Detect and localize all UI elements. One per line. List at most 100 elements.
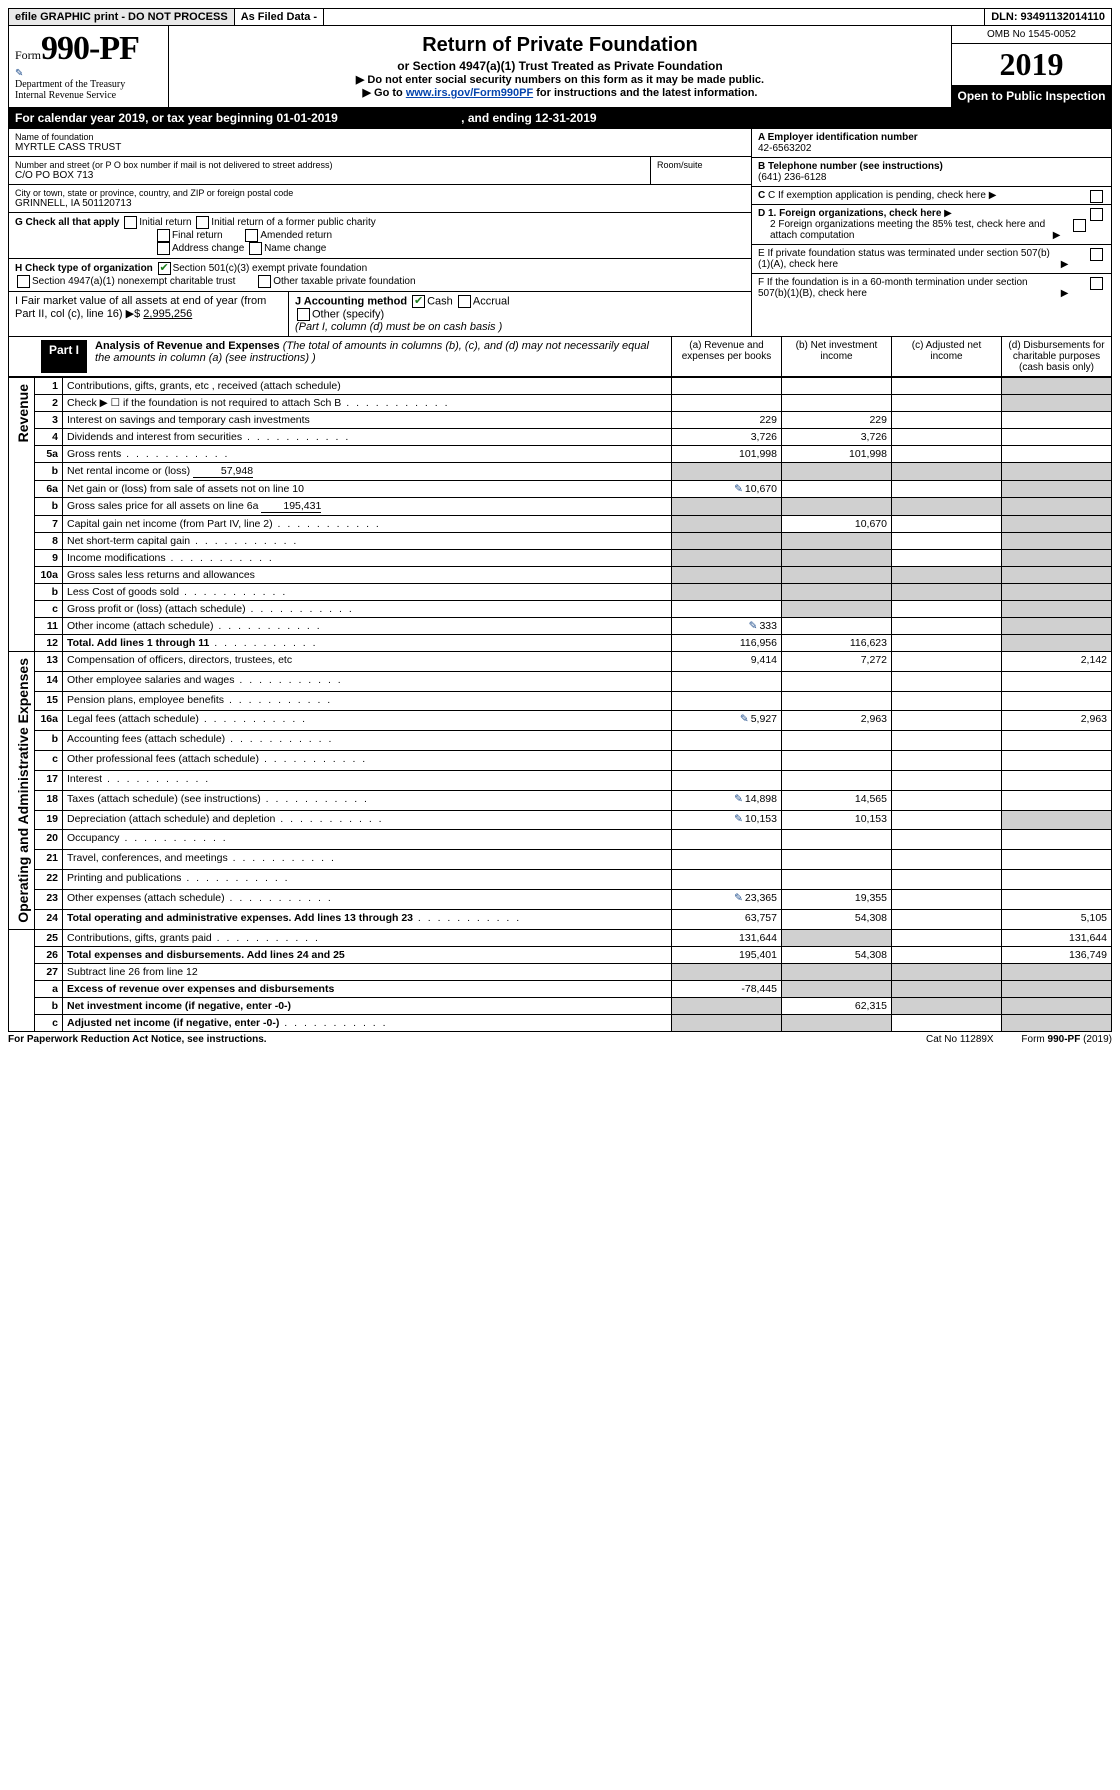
calendar-year-bar: For calendar year 2019, or tax year begi…	[8, 108, 1112, 129]
part1-header: Part I Analysis of Revenue and Expenses …	[8, 337, 1112, 377]
calyear-begin: For calendar year 2019, or tax year begi…	[15, 111, 338, 125]
footer-left: For Paperwork Reduction Act Notice, see …	[8, 1034, 267, 1045]
amount-cell	[892, 533, 1002, 550]
amount-cell	[1002, 889, 1112, 909]
row-desc: Net investment income (if negative, ente…	[63, 997, 672, 1014]
amount-cell	[672, 601, 782, 618]
amount-cell	[892, 830, 1002, 850]
table-row: aExcess of revenue over expenses and dis…	[9, 980, 1112, 997]
amount-cell	[672, 1014, 782, 1031]
amount-cell: -78,445	[672, 980, 782, 997]
row-desc: Income modifications	[63, 550, 672, 567]
dept-label: Department of the Treasury	[15, 79, 162, 90]
top-bar: efile GRAPHIC print - DO NOT PROCESS As …	[8, 8, 1112, 26]
table-row: 21Travel, conferences, and meetings	[9, 850, 1112, 870]
chk-address[interactable]	[157, 242, 170, 255]
amount-cell: 19,355	[782, 889, 892, 909]
chk-amended[interactable]	[245, 229, 258, 242]
amount-cell	[892, 889, 1002, 909]
table-row: 11Other income (attach schedule)333	[9, 618, 1112, 635]
amount-cell: 2,963	[782, 711, 892, 731]
chk-e[interactable]	[1090, 248, 1103, 261]
chk-cash[interactable]	[412, 295, 425, 308]
name-label: Name of foundation	[15, 132, 745, 142]
table-row: 5aGross rents101,998101,998	[9, 446, 1112, 463]
row-desc: Net gain or (loss) from sale of assets n…	[63, 481, 672, 498]
amount-cell	[782, 584, 892, 601]
row-number: 1	[35, 378, 63, 395]
row-number: c	[35, 601, 63, 618]
table-row: 8Net short-term capital gain	[9, 533, 1112, 550]
form-subtitle: or Section 4947(a)(1) Trust Treated as P…	[175, 59, 945, 73]
row-desc: Compensation of officers, directors, tru…	[63, 652, 672, 672]
irs-link[interactable]: www.irs.gov/Form990PF	[406, 87, 533, 99]
table-row: 22Printing and publications	[9, 870, 1112, 890]
amount-cell	[892, 810, 1002, 830]
chk-501c3[interactable]	[158, 262, 171, 275]
a-label: A Employer identification number	[758, 132, 918, 143]
chk-c[interactable]	[1090, 190, 1103, 203]
table-row: 12Total. Add lines 1 through 11116,95611…	[9, 635, 1112, 652]
amount-cell	[1002, 980, 1112, 997]
amount-cell	[782, 830, 892, 850]
part1-title: Analysis of Revenue and Expenses	[95, 340, 280, 352]
chk-other-method[interactable]	[297, 308, 310, 321]
row-desc: Total expenses and disbursements. Add li…	[63, 946, 672, 963]
amount-cell	[892, 378, 1002, 395]
note2: ▶ Go to	[363, 87, 406, 99]
amount-cell	[782, 618, 892, 635]
row-desc: Other income (attach schedule)	[63, 618, 672, 635]
amount-cell: 10,670	[782, 516, 892, 533]
amount-cell: 5,927	[672, 711, 782, 731]
amount-cell: 62,315	[782, 997, 892, 1014]
chk-initial-former[interactable]	[196, 216, 209, 229]
chk-initial[interactable]	[124, 216, 137, 229]
amount-cell: 101,998	[782, 446, 892, 463]
row-desc: Total. Add lines 1 through 11	[63, 635, 672, 652]
amount-cell	[892, 870, 1002, 890]
row-number: 27	[35, 963, 63, 980]
amount-cell	[782, 601, 892, 618]
amount-cell	[672, 378, 782, 395]
amount-cell	[892, 652, 1002, 672]
amount-cell	[782, 770, 892, 790]
row-number: 6a	[35, 481, 63, 498]
table-row: 18Taxes (attach schedule) (see instructi…	[9, 790, 1112, 810]
amount-cell	[672, 830, 782, 850]
table-row: 6aNet gain or (loss) from sale of assets…	[9, 481, 1112, 498]
amount-cell	[892, 711, 1002, 731]
amount-cell	[782, 850, 892, 870]
table-row: 9Income modifications	[9, 550, 1112, 567]
amount-cell	[1002, 463, 1112, 481]
chk-name[interactable]	[249, 242, 262, 255]
g1: Initial return	[139, 217, 191, 228]
amount-cell	[892, 601, 1002, 618]
table-row: 7Capital gain net income (from Part IV, …	[9, 516, 1112, 533]
row-desc: Adjusted net income (if negative, enter …	[63, 1014, 672, 1031]
col-d-hdr: (d) Disbursements for charitable purpose…	[1001, 337, 1111, 376]
g6: Name change	[264, 243, 326, 254]
chk-d2[interactable]	[1073, 219, 1086, 232]
amount-cell	[1002, 1014, 1112, 1031]
i-label: I Fair market value of all assets at end…	[15, 295, 266, 320]
chk-accrual[interactable]	[458, 295, 471, 308]
chk-final[interactable]	[157, 229, 170, 242]
amount-cell	[1002, 481, 1112, 498]
amount-cell	[672, 731, 782, 751]
amount-cell	[892, 498, 1002, 516]
amount-cell	[672, 550, 782, 567]
row-desc: Dividends and interest from securities	[63, 429, 672, 446]
amount-cell	[892, 412, 1002, 429]
amount-cell: 116,956	[672, 635, 782, 652]
addr-label: Number and street (or P O box number if …	[15, 160, 644, 170]
row-desc: Interest on savings and temporary cash i…	[63, 412, 672, 429]
chk-4947[interactable]	[17, 275, 30, 288]
note3: for instructions and the latest informat…	[533, 87, 757, 99]
g5: Address change	[172, 243, 244, 254]
row-desc: Gross profit or (loss) (attach schedule)	[63, 601, 672, 618]
chk-d1[interactable]	[1090, 208, 1103, 221]
row-desc: Gross sales price for all assets on line…	[63, 498, 672, 516]
page-footer: For Paperwork Reduction Act Notice, see …	[8, 1032, 1112, 1047]
chk-other-tax[interactable]	[258, 275, 271, 288]
chk-f[interactable]	[1090, 277, 1103, 290]
